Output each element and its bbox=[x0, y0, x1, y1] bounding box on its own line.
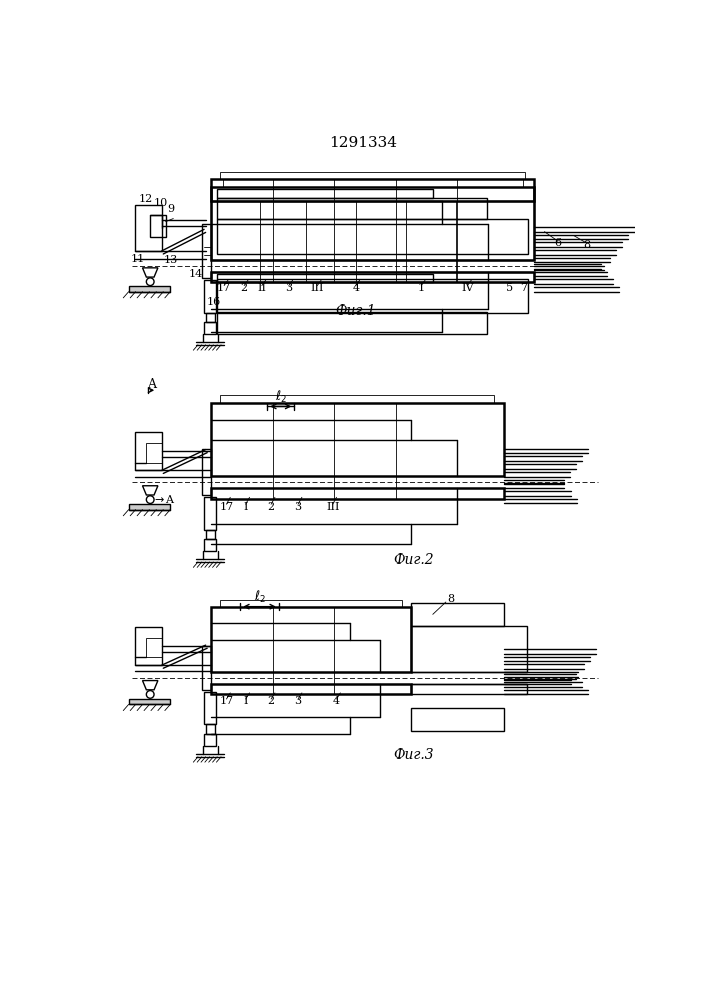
Text: 9: 9 bbox=[168, 204, 175, 214]
Bar bbox=[129, 699, 170, 704]
Text: 5: 5 bbox=[506, 283, 513, 293]
Bar bbox=[411, 626, 527, 672]
Bar bbox=[211, 607, 411, 672]
Bar bbox=[221, 600, 402, 607]
Bar bbox=[204, 734, 216, 746]
Bar bbox=[204, 497, 216, 530]
Text: 17: 17 bbox=[219, 696, 233, 706]
Text: 4: 4 bbox=[352, 283, 359, 293]
Text: 1291334: 1291334 bbox=[329, 136, 397, 150]
Bar bbox=[201, 449, 211, 495]
Bar bbox=[129, 504, 170, 510]
Bar bbox=[150, 215, 165, 237]
Bar bbox=[211, 272, 534, 282]
Bar bbox=[221, 172, 525, 179]
Bar bbox=[146, 638, 162, 657]
Text: 7: 7 bbox=[520, 283, 527, 293]
Bar bbox=[206, 530, 215, 539]
Text: Фиг.3: Фиг.3 bbox=[393, 748, 434, 762]
Bar bbox=[217, 189, 433, 198]
Bar bbox=[201, 646, 211, 690]
Bar bbox=[204, 280, 216, 312]
Bar bbox=[211, 403, 503, 476]
Text: 8: 8 bbox=[583, 240, 590, 250]
Bar bbox=[211, 488, 503, 499]
Text: I: I bbox=[243, 502, 248, 512]
Text: 17: 17 bbox=[217, 283, 231, 293]
Bar bbox=[201, 224, 211, 278]
Text: 2: 2 bbox=[267, 696, 274, 706]
Bar bbox=[206, 312, 215, 322]
Text: 4: 4 bbox=[333, 696, 340, 706]
Bar bbox=[129, 286, 170, 292]
Text: Фиг.1: Фиг.1 bbox=[336, 304, 376, 318]
Text: 1: 1 bbox=[418, 283, 425, 293]
Text: II: II bbox=[257, 283, 267, 293]
Text: 3: 3 bbox=[295, 502, 302, 512]
Bar bbox=[211, 179, 534, 260]
Bar bbox=[221, 395, 494, 403]
Bar bbox=[204, 692, 216, 724]
Text: 10: 10 bbox=[154, 198, 168, 208]
Bar bbox=[204, 539, 216, 551]
Bar bbox=[217, 219, 528, 254]
Bar bbox=[211, 187, 534, 201]
Text: 11: 11 bbox=[131, 254, 145, 264]
Bar bbox=[411, 684, 527, 694]
Bar bbox=[217, 279, 528, 312]
Text: A: A bbox=[147, 378, 156, 391]
Bar bbox=[411, 603, 503, 626]
Text: 3: 3 bbox=[285, 283, 293, 293]
Bar bbox=[411, 708, 503, 731]
Text: 6: 6 bbox=[554, 238, 561, 248]
Text: III: III bbox=[326, 502, 339, 512]
Text: 13: 13 bbox=[164, 255, 178, 265]
Text: 17: 17 bbox=[219, 502, 233, 512]
Bar bbox=[204, 322, 216, 334]
Text: 2: 2 bbox=[267, 502, 274, 512]
Text: $\ell_2$: $\ell_2$ bbox=[275, 389, 287, 405]
Text: 14: 14 bbox=[189, 269, 203, 279]
Bar bbox=[211, 272, 534, 282]
Bar bbox=[223, 179, 523, 187]
Text: 2: 2 bbox=[240, 283, 247, 293]
Bar bbox=[146, 443, 162, 463]
Text: 12: 12 bbox=[139, 194, 153, 204]
Text: 8: 8 bbox=[447, 594, 454, 604]
Text: $\rightarrow$A: $\rightarrow$A bbox=[152, 493, 176, 505]
Text: III: III bbox=[310, 283, 324, 293]
Bar bbox=[206, 724, 215, 734]
Bar bbox=[217, 312, 486, 334]
Bar bbox=[135, 205, 162, 251]
Text: IV: IV bbox=[461, 283, 474, 293]
Text: I: I bbox=[243, 696, 248, 706]
Text: $\ell_2$: $\ell_2$ bbox=[254, 589, 266, 605]
Bar bbox=[217, 274, 433, 282]
Text: 16: 16 bbox=[206, 297, 221, 307]
Bar bbox=[135, 432, 162, 470]
Bar bbox=[211, 201, 534, 260]
Bar bbox=[217, 198, 486, 219]
Text: 3: 3 bbox=[295, 696, 302, 706]
Bar bbox=[211, 684, 411, 694]
Bar bbox=[135, 627, 162, 665]
Text: Фиг.2: Фиг.2 bbox=[393, 553, 434, 567]
